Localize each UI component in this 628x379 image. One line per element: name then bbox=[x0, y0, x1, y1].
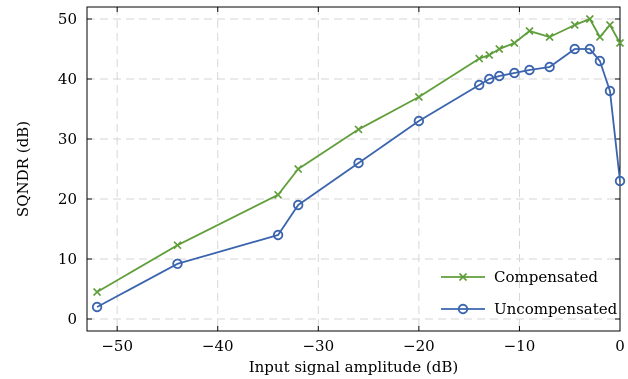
data-point-stroke bbox=[92, 287, 102, 297]
data-point-stroke bbox=[495, 44, 504, 54]
data-point bbox=[173, 241, 182, 250]
legend-marker bbox=[458, 272, 468, 282]
data-point bbox=[494, 70, 505, 82]
data-point-stroke bbox=[294, 164, 303, 174]
data-point bbox=[524, 64, 535, 76]
y-tick-label: 50 bbox=[58, 10, 77, 28]
data-point bbox=[509, 67, 520, 79]
data-point-stroke bbox=[173, 241, 182, 250]
legend-label: Uncompensated bbox=[494, 300, 618, 318]
data-point-stroke bbox=[354, 125, 363, 134]
grid bbox=[87, 7, 621, 331]
y-tick-label: 10 bbox=[58, 250, 77, 268]
data-point bbox=[604, 85, 616, 97]
data-point bbox=[475, 54, 484, 63]
data-point-stroke bbox=[274, 190, 283, 199]
data-point bbox=[525, 26, 534, 36]
data-point bbox=[292, 199, 304, 211]
data-point bbox=[92, 287, 102, 297]
data-point bbox=[294, 164, 303, 174]
data-point bbox=[510, 38, 519, 48]
x-tick-label: 0 bbox=[615, 337, 625, 355]
series-2 bbox=[91, 43, 626, 313]
data-point bbox=[484, 73, 495, 85]
axis-ticks: −50 −40 −30 −20 −10 0 0 10 20 30 40 50 bbox=[58, 7, 625, 355]
legend-marker-stroke bbox=[458, 272, 468, 282]
data-point bbox=[614, 175, 626, 187]
data-point bbox=[354, 125, 363, 134]
y-tick-label: 0 bbox=[67, 310, 77, 328]
x-tick-label: −20 bbox=[403, 337, 435, 355]
y-tick-label: 40 bbox=[58, 70, 77, 88]
data-point bbox=[595, 32, 604, 42]
plot-area-frame bbox=[86, 6, 621, 332]
series-line bbox=[96, 18, 621, 293]
legend-item: Uncompensated bbox=[441, 300, 618, 318]
data-point-stroke bbox=[595, 32, 604, 42]
data-point bbox=[474, 79, 485, 91]
data-point bbox=[274, 190, 283, 199]
data-point bbox=[485, 50, 494, 60]
x-axis-label: Input signal amplitude (dB) bbox=[249, 358, 459, 376]
data-point bbox=[91, 301, 103, 313]
y-axis-label: SQNDR (dB) bbox=[14, 121, 32, 217]
data-point bbox=[545, 32, 554, 42]
data-point-stroke bbox=[510, 38, 519, 48]
data-point bbox=[569, 43, 580, 55]
data-point-stroke bbox=[525, 26, 534, 36]
data-point-stroke bbox=[570, 20, 579, 30]
legend-label: Compensated bbox=[494, 268, 598, 286]
data-point bbox=[413, 115, 425, 127]
data-point bbox=[584, 43, 596, 55]
data-point-stroke bbox=[585, 14, 594, 24]
legend-item: Compensated bbox=[441, 268, 598, 286]
legend: Compensated Uncompensated bbox=[441, 268, 618, 318]
data-point-stroke bbox=[615, 38, 625, 48]
data-point-stroke bbox=[485, 50, 494, 60]
data-point bbox=[605, 20, 615, 30]
data-point bbox=[172, 258, 183, 270]
data-point bbox=[414, 92, 423, 102]
data-point-stroke bbox=[414, 92, 423, 102]
data-point bbox=[570, 20, 579, 30]
series-group bbox=[91, 14, 626, 313]
data-point bbox=[615, 38, 625, 48]
data-point-stroke bbox=[475, 54, 484, 63]
data-point-stroke bbox=[545, 32, 554, 42]
y-tick-label: 30 bbox=[58, 130, 77, 148]
data-point bbox=[594, 55, 606, 67]
data-point bbox=[585, 14, 594, 24]
x-tick-label: −30 bbox=[302, 337, 334, 355]
data-point bbox=[272, 229, 284, 241]
data-point-stroke bbox=[605, 20, 615, 30]
series-line bbox=[96, 48, 621, 308]
x-tick-label: −40 bbox=[202, 337, 234, 355]
data-point bbox=[495, 44, 504, 54]
x-tick-label: −50 bbox=[101, 337, 133, 355]
data-point bbox=[353, 157, 364, 169]
data-point bbox=[544, 61, 555, 73]
y-tick-label: 20 bbox=[58, 190, 77, 208]
x-tick-label: −10 bbox=[504, 337, 536, 355]
series-1 bbox=[92, 14, 625, 297]
legend-marker bbox=[457, 303, 469, 315]
